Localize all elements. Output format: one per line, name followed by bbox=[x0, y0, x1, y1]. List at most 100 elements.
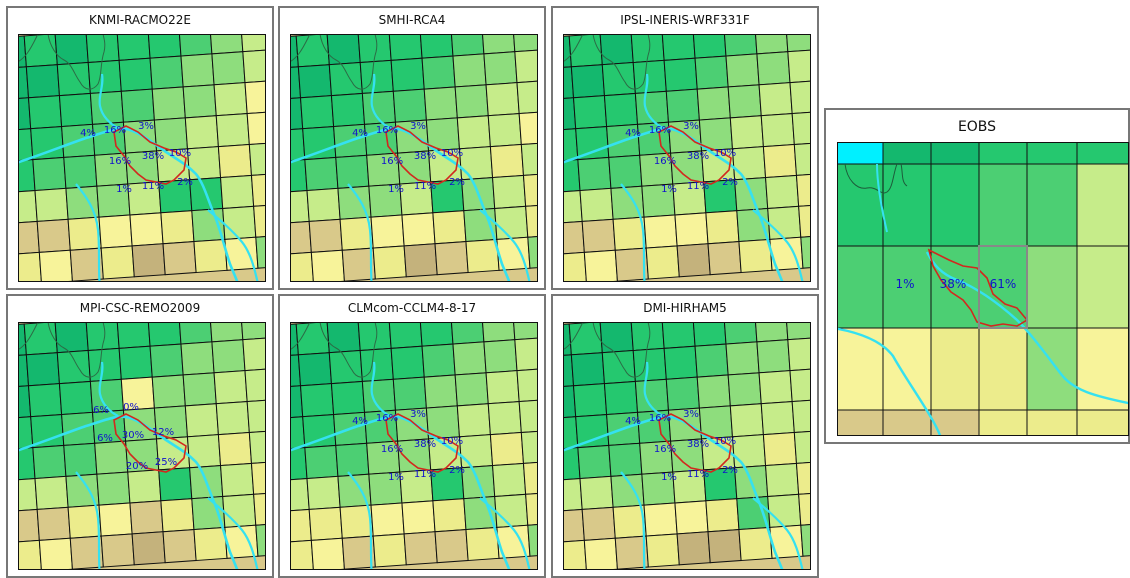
grid-cell bbox=[795, 172, 811, 207]
grid-cell bbox=[248, 429, 266, 464]
river-main bbox=[18, 127, 239, 282]
grid-cell bbox=[930, 327, 980, 411]
river-east bbox=[207, 497, 259, 570]
grid-cell bbox=[18, 539, 43, 570]
grid-cell bbox=[423, 86, 458, 121]
weight-label: 10% bbox=[441, 148, 463, 159]
grid-cell bbox=[882, 327, 932, 411]
grid-cell bbox=[290, 539, 315, 570]
grid-cell bbox=[882, 163, 932, 247]
grid-cell bbox=[723, 34, 758, 57]
grid-cell bbox=[180, 341, 215, 376]
grid-cell bbox=[116, 322, 151, 349]
grid-cell bbox=[798, 491, 811, 526]
grid-cell bbox=[516, 367, 538, 403]
map-layers bbox=[563, 322, 811, 570]
grid-cell bbox=[767, 205, 802, 240]
weight-label: 16% bbox=[649, 125, 671, 136]
grid-cell bbox=[54, 34, 89, 66]
grid-cell bbox=[661, 34, 696, 61]
grid-cell bbox=[762, 143, 798, 179]
grid-cell bbox=[527, 522, 538, 557]
grid-cell bbox=[754, 34, 789, 55]
grid-cell bbox=[579, 475, 614, 511]
river-main bbox=[290, 415, 511, 570]
grid-cell bbox=[705, 210, 740, 245]
grid-cell bbox=[882, 142, 932, 165]
weight-label: 2% bbox=[722, 465, 738, 476]
grid-layer bbox=[290, 34, 538, 282]
grid-cell bbox=[388, 34, 423, 61]
grid-cell bbox=[563, 508, 585, 544]
grid-layer bbox=[18, 322, 266, 570]
grid-cell bbox=[694, 343, 729, 378]
panel-title: EOBS bbox=[957, 119, 997, 135]
grid-cell bbox=[643, 502, 678, 537]
grid-cell bbox=[603, 380, 639, 416]
river-tributary bbox=[370, 73, 391, 129]
grid-cell bbox=[246, 398, 266, 434]
panel-title: IPSL-INERIS-WRF331F bbox=[620, 13, 750, 27]
grid-cell bbox=[485, 82, 520, 117]
grid-cell bbox=[328, 61, 363, 97]
grid-cell bbox=[147, 322, 182, 347]
grid-cell bbox=[492, 174, 527, 210]
weight-label: 2% bbox=[177, 177, 193, 188]
grid-cell bbox=[244, 367, 266, 403]
weight-label: 6% bbox=[97, 433, 113, 444]
grid-cell bbox=[800, 522, 811, 557]
grid-cell bbox=[38, 537, 73, 570]
weight-label: 6% bbox=[93, 405, 109, 416]
grid-cell bbox=[32, 444, 67, 480]
grid-cell bbox=[335, 442, 370, 477]
grid-cell bbox=[96, 471, 131, 506]
grid-cell bbox=[837, 409, 884, 436]
grid-cell bbox=[767, 493, 802, 528]
weight-label: 16% bbox=[381, 156, 403, 167]
coastline bbox=[290, 322, 378, 378]
grid-cell bbox=[94, 440, 129, 475]
grid-cell bbox=[978, 163, 1028, 247]
grid-cell bbox=[485, 370, 520, 405]
grid-cell bbox=[178, 322, 213, 345]
grid-cell bbox=[421, 343, 456, 378]
grid-cell bbox=[215, 401, 250, 436]
panel-dmi: DMI-HIRHAM5 4% 16% 3% 16% 38% 10% 1% 11% 2% bbox=[551, 294, 819, 578]
grid-cell bbox=[465, 526, 500, 562]
grid-cell bbox=[193, 238, 228, 274]
grid-cell bbox=[242, 337, 266, 372]
river-west bbox=[837, 327, 942, 436]
grid-cell bbox=[465, 238, 500, 274]
grid-cell bbox=[570, 352, 605, 387]
grid-cell bbox=[18, 447, 36, 482]
grid-cell bbox=[98, 214, 133, 249]
map-frame bbox=[290, 322, 538, 570]
grid-cell bbox=[463, 207, 498, 243]
grid-cell bbox=[310, 537, 345, 570]
grid-cell bbox=[583, 249, 618, 282]
grid-cell bbox=[572, 95, 608, 130]
grid-cell bbox=[25, 64, 60, 99]
weight-label: 16% bbox=[654, 156, 676, 167]
map-frame bbox=[290, 34, 538, 282]
grid-cell bbox=[209, 322, 244, 343]
grid-cell bbox=[563, 190, 583, 225]
map-svg: 4% 16% 3% 16% 38% 10% 1% 11% 2% bbox=[290, 34, 538, 282]
river-tributary bbox=[876, 163, 888, 233]
grid-cell bbox=[246, 110, 266, 146]
grid-cell bbox=[27, 95, 63, 130]
weight-label: 38% bbox=[940, 277, 967, 291]
weight-label: 4% bbox=[352, 416, 368, 427]
coastline bbox=[18, 34, 106, 90]
grid-cell bbox=[116, 34, 151, 61]
grid-cell bbox=[25, 352, 60, 387]
grid-cell bbox=[244, 79, 266, 115]
grid-cell bbox=[213, 82, 248, 117]
grid-cell bbox=[727, 372, 762, 407]
grid-cell bbox=[450, 34, 485, 57]
grid-cell bbox=[518, 110, 538, 146]
weight-label: 38% bbox=[142, 151, 164, 162]
grid-cell bbox=[255, 234, 266, 269]
grid-cell bbox=[791, 398, 811, 434]
panel-ipsl: IPSL-INERIS-WRF331F 4% 16% 3% 16% 38% 10% 1% 11… bbox=[551, 6, 819, 290]
